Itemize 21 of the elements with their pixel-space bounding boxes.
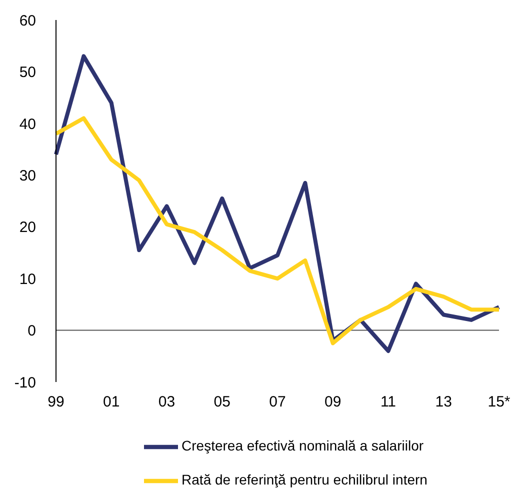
y-tick-label: 50 <box>19 64 36 82</box>
y-tick-label: 10 <box>19 270 36 288</box>
legend-label: Creşterea efectivă nominală a salariilor <box>182 438 424 454</box>
x-tick-label: 05 <box>214 394 230 411</box>
y-tick-label: 20 <box>19 219 36 236</box>
line-series <box>54 54 501 353</box>
legend-label: Rată de referinţă pentru echilibrul intern <box>182 472 428 488</box>
y-tick-label: 60 <box>19 12 36 30</box>
x-tick-label: 13 <box>435 394 452 411</box>
x-tick-label: 99 <box>48 394 64 411</box>
x-tick-label: 07 <box>269 394 286 411</box>
x-tick-label: 09 <box>324 394 342 411</box>
y-tick-label: 0 <box>28 322 36 340</box>
x-tick-label: 01 <box>103 394 120 411</box>
y-tick-label: 30 <box>19 167 36 184</box>
x-tick-label: 11 <box>380 394 396 411</box>
x-tick-label: 03 <box>158 394 176 411</box>
y-tick-label: -10 <box>14 374 36 392</box>
y-tick-label: 40 <box>19 116 36 133</box>
line-series <box>54 116 501 346</box>
x-tick-label: 15* <box>488 394 510 411</box>
